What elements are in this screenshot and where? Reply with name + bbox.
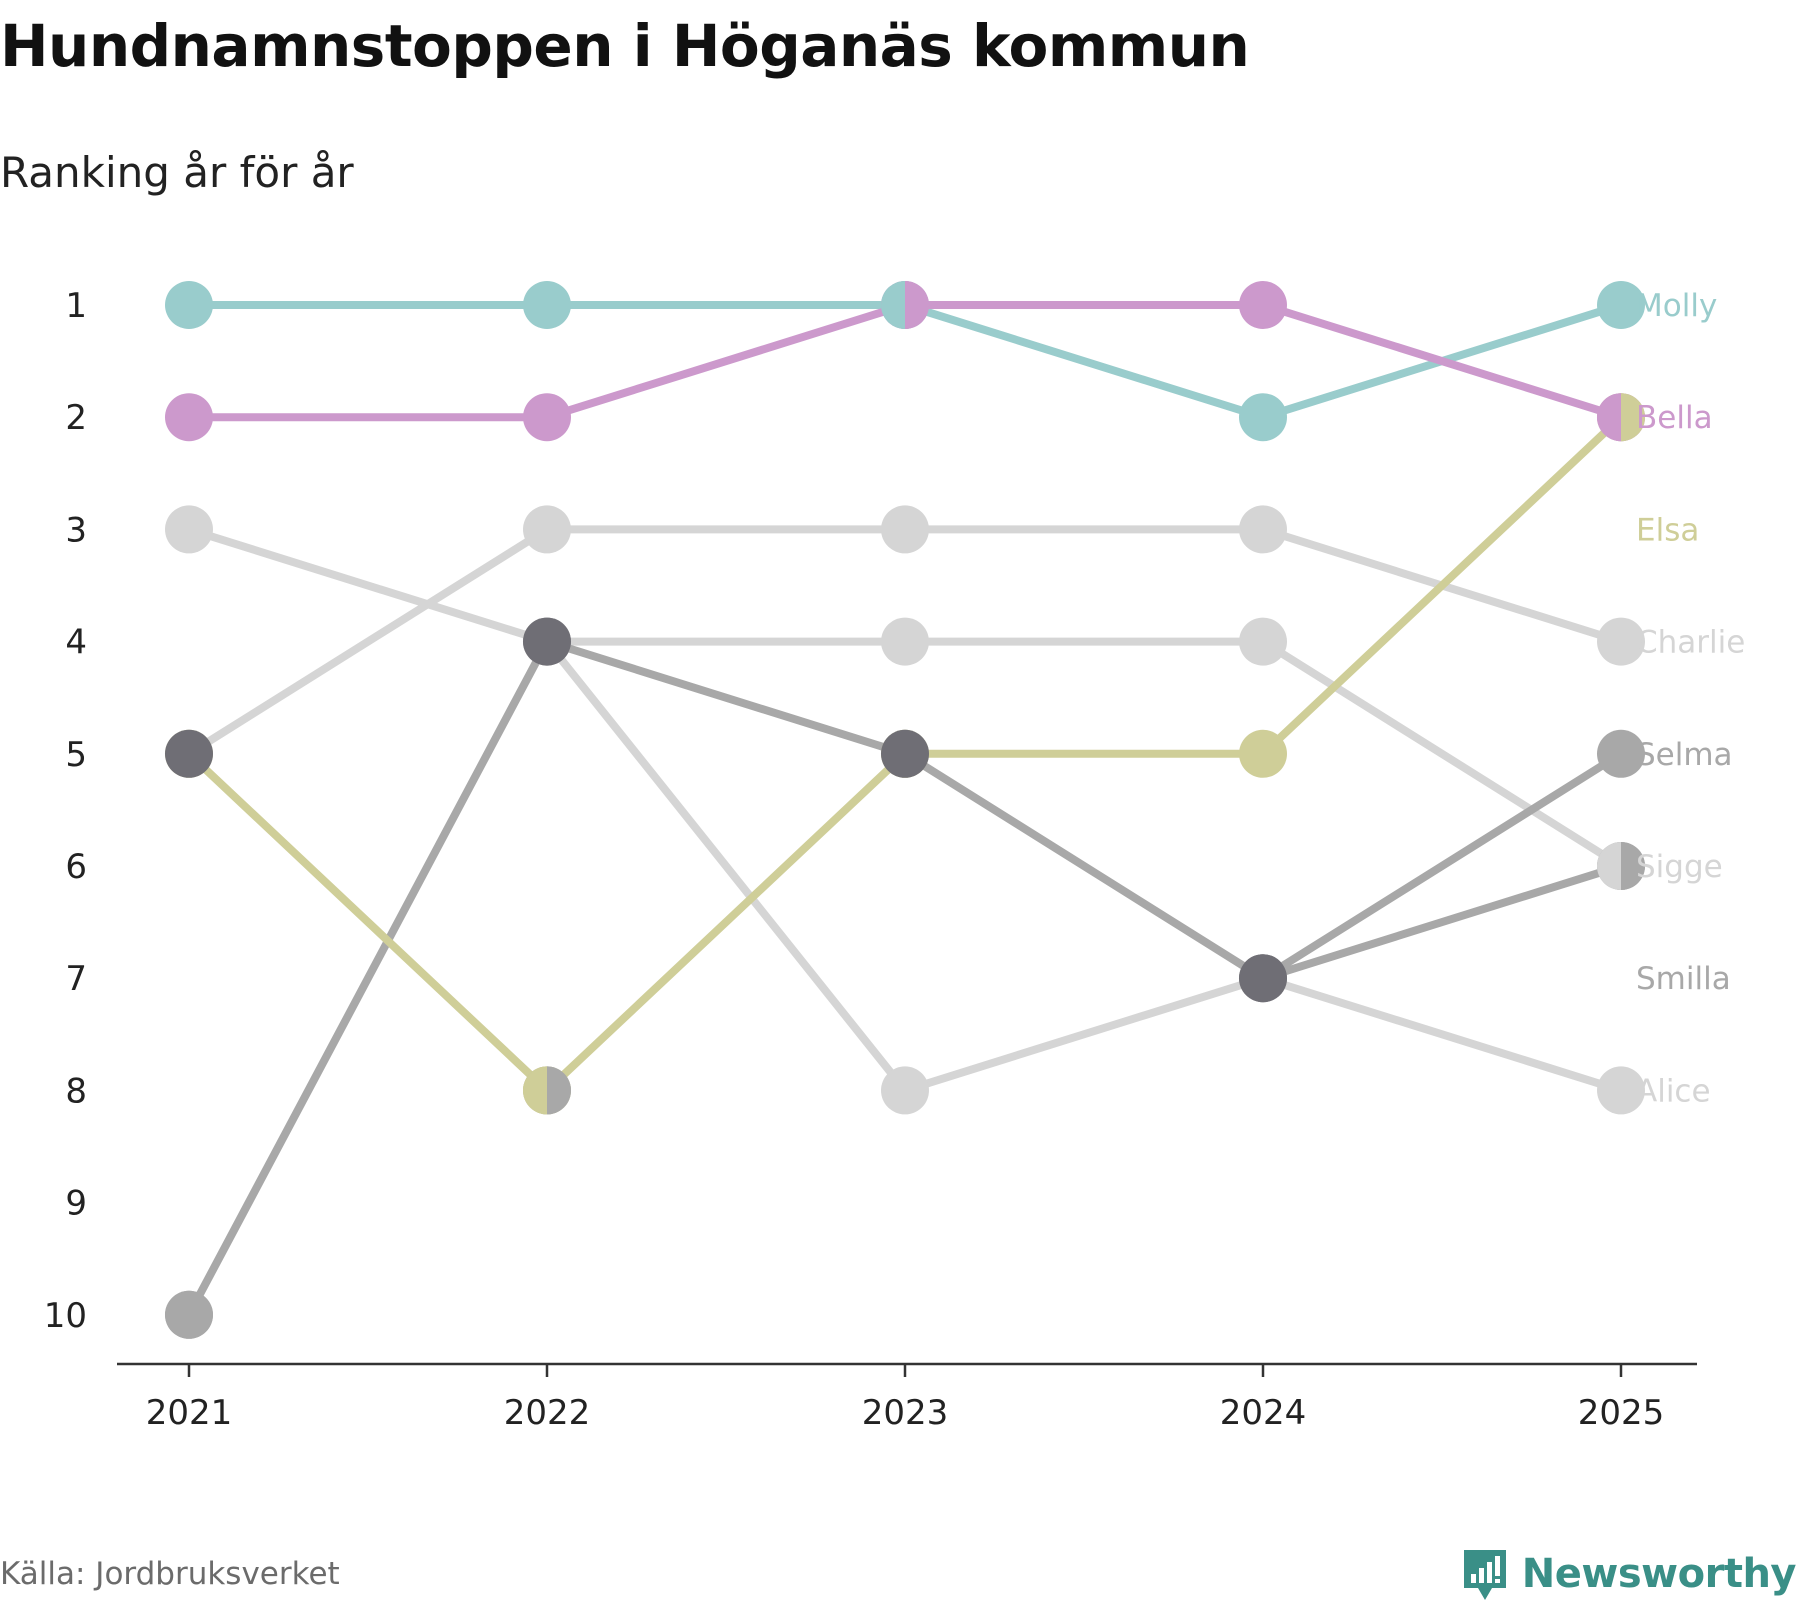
marker-bella-2022 — [523, 393, 571, 442]
marker-charlie-2025 — [1597, 617, 1645, 666]
marker-charlie-2022 — [523, 505, 571, 554]
x-tick-label-2025: 2025 — [1578, 1393, 1665, 1433]
y-tick-label-5: 5 — [65, 735, 87, 775]
source-note: Källa: Jordbruksverket — [0, 1556, 340, 1592]
rank-markers — [165, 281, 1646, 1339]
y-tick-label-8: 8 — [65, 1071, 87, 1111]
marker-alice-2025 — [1597, 1066, 1645, 1115]
marker-split-2022-rank-8-right — [547, 1066, 571, 1115]
marker-charlie-2023 — [881, 505, 929, 554]
marker-sigge-2021 — [165, 505, 213, 554]
marker-split-2025-rank-6-right — [1621, 842, 1645, 890]
marker-sigge-2024 — [1239, 617, 1287, 666]
y-tick-label-2: 2 — [65, 398, 87, 438]
y-tick-label-4: 4 — [65, 623, 87, 663]
page-title: Hundnamnstoppen i Höganäs kommun — [0, 12, 1250, 80]
marker-bella-2021 — [165, 393, 213, 442]
marker-alice-2023 — [881, 1066, 929, 1115]
end-label-bella: Bella — [1636, 400, 1713, 436]
marker-split-2023-rank-1-right — [905, 281, 929, 329]
marker-split-2022-rank-8-left — [523, 1066, 547, 1115]
series-line-alice — [543, 637, 1625, 1095]
series-lines — [185, 301, 1625, 1319]
marker-sigge-2023 — [881, 617, 929, 666]
marker-selma-2025 — [1597, 729, 1645, 778]
marker-split-2023-rank-1-left — [881, 281, 905, 329]
series-line-smilla — [1259, 862, 1625, 983]
end-label-molly: Molly — [1636, 288, 1717, 324]
marker-elsa-2024 — [1239, 729, 1287, 778]
marker-shared-2022-rank-4 — [523, 617, 571, 666]
marker-shared-2021-rank-10 — [165, 1290, 213, 1339]
chart-subtitle: Ranking år för år — [0, 148, 354, 197]
marker-shared-2024-rank-7 — [1239, 954, 1287, 1003]
marker-molly-2021 — [165, 281, 213, 329]
y-tick-label-10: 10 — [44, 1296, 87, 1336]
y-tick-label-1: 1 — [65, 286, 87, 326]
brand-name: Newsworthy — [1521, 1551, 1797, 1597]
marker-shared-2023-rank-5 — [881, 729, 929, 778]
marker-molly-2024 — [1239, 393, 1287, 442]
marker-molly-2025 — [1597, 281, 1645, 329]
end-label-charlie: Charlie — [1636, 625, 1745, 661]
marker-shared-2021-rank-5 — [165, 729, 213, 778]
x-tick-label-2024: 2024 — [1220, 1393, 1307, 1433]
end-label-smilla: Smilla — [1636, 961, 1731, 997]
newsworthy-icon — [1463, 1550, 1506, 1600]
marker-split-2025-rank-2-right — [1621, 393, 1646, 442]
marker-split-2025-rank-6-left — [1597, 842, 1621, 890]
y-tick-label-7: 7 — [65, 959, 87, 999]
series-line-sigge — [185, 525, 1625, 870]
marker-molly-2022 — [523, 281, 571, 329]
x-tick-label-2023: 2023 — [862, 1393, 949, 1433]
y-tick-label-9: 9 — [65, 1184, 87, 1224]
y-axis: 1 2 3 4 5 6 7 8 9 10 — [44, 286, 87, 1336]
y-tick-label-3: 3 — [65, 510, 87, 550]
marker-split-2025-rank-2-left — [1597, 393, 1621, 442]
y-tick-label-6: 6 — [65, 847, 87, 887]
x-tick-label-2021: 2021 — [146, 1393, 233, 1433]
end-label-alice: Alice — [1636, 1073, 1711, 1109]
end-labels: Molly Bella Elsa Charlie Selma Sigge Smilla Ali… — [1636, 288, 1745, 1109]
end-label-elsa: Elsa — [1636, 512, 1699, 548]
brand-logo: Newsworthy — [1460, 1544, 1797, 1604]
x-axis: 2021 2022 2023 2024 2025 — [117, 1362, 1697, 1433]
end-label-selma: Selma — [1636, 737, 1733, 773]
x-tick-label-2022: 2022 — [504, 1393, 591, 1433]
marker-charlie-2024 — [1239, 505, 1287, 554]
marker-bella-2024 — [1239, 281, 1287, 329]
end-label-sigge: Sigge — [1636, 849, 1723, 885]
